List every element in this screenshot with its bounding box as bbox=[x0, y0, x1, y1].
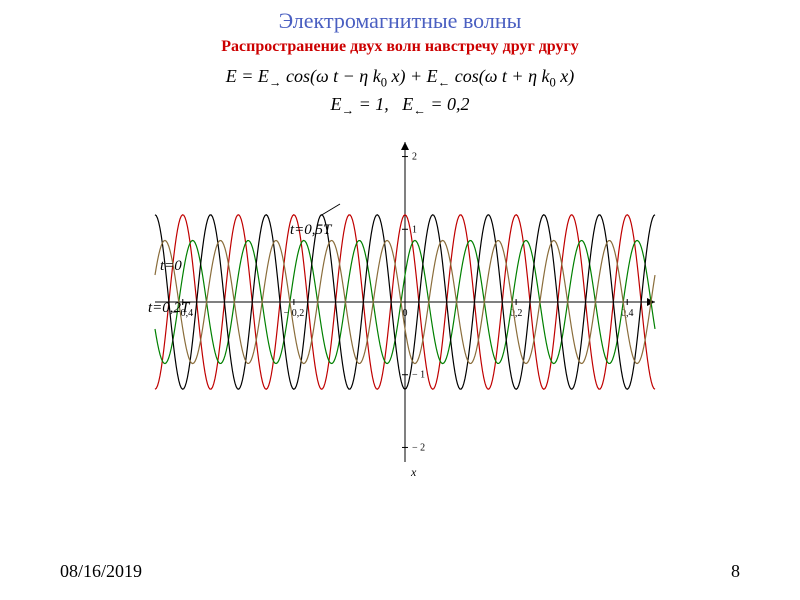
formula-line-1: E = E→ cos(ω t − η k0 x) + E← cos(ω t + … bbox=[0, 64, 800, 92]
wave-chart-svg: − 0,4− 0,200,20,4− 2− 112x bbox=[120, 130, 680, 490]
svg-text:0,4: 0,4 bbox=[621, 308, 634, 319]
wave-chart: − 0,4− 0,200,20,4− 2− 112x t=0t=0,2Tt=0,… bbox=[120, 130, 680, 490]
svg-text:0,2: 0,2 bbox=[510, 308, 522, 319]
svg-text:− 1: − 1 bbox=[412, 370, 425, 381]
footer: 08/16/2019 8 bbox=[60, 561, 740, 582]
trace-label-t05: t=0,5T bbox=[290, 222, 331, 239]
svg-text:x: x bbox=[410, 465, 417, 479]
trace-label-t02: t=0,2T bbox=[148, 300, 189, 317]
svg-text:− 2: − 2 bbox=[412, 443, 425, 454]
footer-page: 8 bbox=[731, 561, 740, 582]
svg-text:1: 1 bbox=[412, 225, 417, 236]
svg-text:2: 2 bbox=[412, 152, 417, 163]
trace-label-t0: t=0 bbox=[160, 258, 182, 275]
page-title: Электромагнитные волны bbox=[0, 8, 800, 34]
footer-date: 08/16/2019 bbox=[60, 561, 142, 582]
svg-text:− 0,2: − 0,2 bbox=[284, 308, 305, 319]
subtitle: Распространение двух волн навстречу друг… bbox=[0, 38, 800, 56]
formula-block: E = E→ cos(ω t − η k0 x) + E← cos(ω t + … bbox=[0, 64, 800, 120]
formula-line-2: E→ = 1, E← = 0,2 bbox=[0, 92, 800, 120]
